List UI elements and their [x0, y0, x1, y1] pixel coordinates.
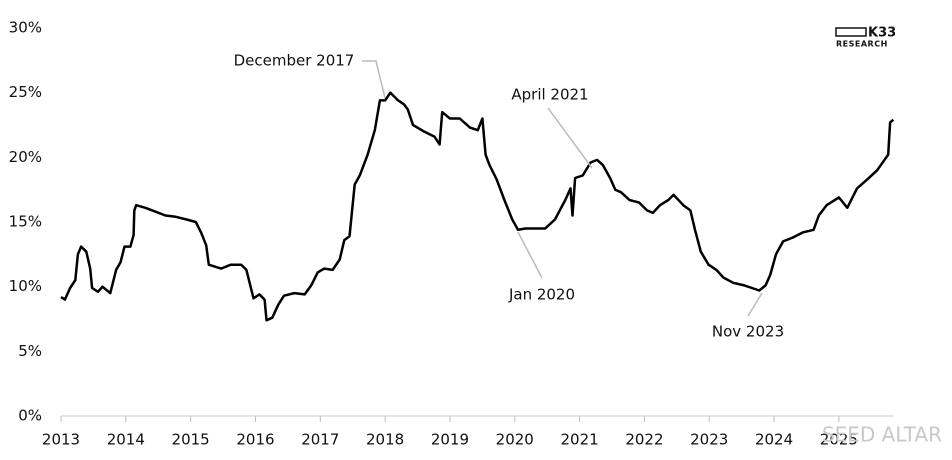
x-tick-label: 2022	[625, 431, 663, 449]
x-tick-label: 2016	[236, 431, 274, 449]
leader-line	[747, 292, 763, 317]
x-tick-label: 2021	[561, 431, 599, 449]
annotation: Nov 2023	[712, 323, 784, 341]
y-tick-label: 30%	[9, 19, 42, 37]
watermark: SEED ALTAR	[822, 423, 942, 447]
logo-subtitle: RESEARCH	[836, 40, 888, 49]
y-tick-label: 15%	[9, 213, 42, 231]
x-tick-label: 2023	[690, 431, 728, 449]
x-tick-label: 2014	[107, 431, 145, 449]
x-tick-label: 2025	[820, 431, 858, 449]
x-tick-label: 2017	[301, 431, 339, 449]
line	[60, 91, 895, 322]
annotation: December 2017	[234, 52, 355, 70]
annotation: Jan 2020	[508, 286, 575, 304]
leader-line	[517, 231, 543, 279]
x-tick-label: 2015	[172, 431, 210, 449]
y-tick-label: 5%	[18, 342, 42, 360]
logo-icon	[835, 27, 867, 37]
x-tick-label: 2019	[431, 431, 469, 449]
annotation: April 2021	[511, 86, 588, 104]
y-tick-label: 20%	[9, 148, 42, 166]
y-tick-label: 0%	[18, 407, 42, 425]
x-tick-label: 2018	[366, 431, 404, 449]
leader-line	[362, 60, 386, 99]
x-tick-label: 2024	[755, 431, 793, 449]
x-tick-label: 2020	[496, 431, 534, 449]
logo: K33 RESEARCH	[835, 26, 896, 49]
y-tick-label: 25%	[9, 83, 42, 101]
x-tick-label: 2013	[42, 431, 80, 449]
leader-line	[547, 107, 593, 169]
logo-name: K33	[868, 26, 896, 41]
y-tick-label: 10%	[9, 277, 42, 295]
